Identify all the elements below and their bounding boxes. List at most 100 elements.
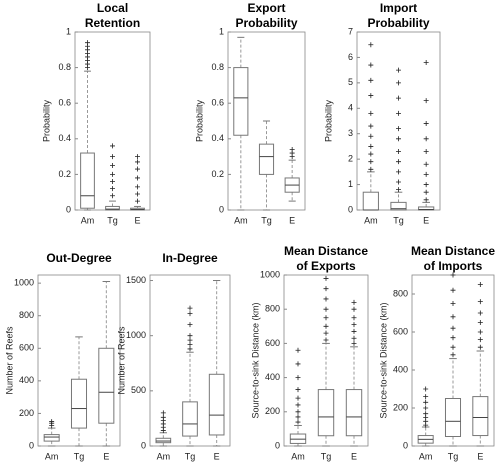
outlier xyxy=(135,159,140,165)
outlier xyxy=(450,272,456,278)
outlier xyxy=(295,419,301,425)
outlier xyxy=(351,328,357,334)
box xyxy=(233,67,249,136)
outlier xyxy=(423,98,429,104)
outlier xyxy=(295,414,301,420)
outlier xyxy=(187,311,193,317)
outlier xyxy=(423,399,429,405)
y-tick-label: 400 xyxy=(265,372,280,382)
box xyxy=(390,201,407,211)
outlier xyxy=(368,133,374,139)
outlier xyxy=(368,110,374,116)
box xyxy=(98,347,115,424)
outlier xyxy=(368,123,374,129)
outlier xyxy=(368,159,374,165)
x-tick-label: E xyxy=(134,215,140,225)
y-tick-label: 1 xyxy=(66,26,71,36)
outlier xyxy=(351,315,357,321)
outlier xyxy=(423,394,429,400)
y-tick-label: 0.4 xyxy=(211,133,224,143)
outlier xyxy=(368,143,374,149)
y-tick-label: 0 xyxy=(141,440,146,450)
outlier xyxy=(368,42,374,48)
outlier xyxy=(110,143,115,149)
outlier xyxy=(396,159,401,165)
chart-title: of Imports xyxy=(424,259,483,273)
outlier xyxy=(187,333,193,339)
box xyxy=(444,398,462,437)
x-tick-label: Am xyxy=(157,451,171,461)
outlier xyxy=(110,163,115,168)
outlier xyxy=(450,287,456,293)
chart-title: Local xyxy=(97,1,128,15)
outlier xyxy=(351,322,357,328)
y-tick-label: 2 xyxy=(348,154,353,164)
outlier xyxy=(323,286,329,292)
outlier xyxy=(323,296,329,302)
outlier xyxy=(135,184,140,190)
box xyxy=(472,396,489,437)
outlier xyxy=(477,310,483,316)
y-axis-label: Probability xyxy=(323,99,333,142)
x-tick-label: E xyxy=(423,215,429,225)
y-tick-label: 600 xyxy=(393,326,408,336)
x-tick-label: Am xyxy=(81,215,95,225)
x-tick-label: Am xyxy=(419,451,433,461)
box xyxy=(345,389,363,437)
outlier xyxy=(85,40,90,46)
x-tick-label: Tg xyxy=(185,451,196,461)
outlier xyxy=(396,110,401,116)
y-tick-label: 4 xyxy=(348,103,353,113)
outlier xyxy=(368,62,374,68)
box xyxy=(362,191,379,211)
outlier xyxy=(351,299,357,305)
box xyxy=(70,378,88,429)
outlier xyxy=(323,330,329,336)
y-tick-label: 0.4 xyxy=(58,133,71,143)
outlier xyxy=(323,275,329,281)
y-tick-label: 800 xyxy=(393,288,408,298)
outlier xyxy=(160,414,166,420)
outlier xyxy=(187,342,193,348)
outlier xyxy=(423,60,429,66)
y-axis-label: Number of Reefs xyxy=(116,326,126,395)
y-tick-label: 400 xyxy=(393,364,408,374)
box xyxy=(43,434,60,442)
outlier xyxy=(477,282,483,287)
outlier xyxy=(135,191,140,197)
y-axis-label: Source-to-sink Distance (km) xyxy=(250,302,260,418)
y-tick-label: 1 xyxy=(348,179,353,189)
outlier xyxy=(323,306,329,312)
chart-title: Out-Degree xyxy=(46,251,112,265)
outlier xyxy=(351,335,357,341)
chart-title: Probability xyxy=(367,16,429,30)
x-tick-label: E xyxy=(214,451,220,461)
outlier xyxy=(450,352,456,358)
y-tick-label: 800 xyxy=(19,310,34,320)
y-tick-label: 0 xyxy=(275,440,280,450)
x-tick-label: Tg xyxy=(74,451,85,461)
outlier xyxy=(396,80,401,86)
outlier xyxy=(396,179,401,185)
y-tick-label: 1000 xyxy=(14,278,34,288)
outlier xyxy=(423,121,429,127)
outlier xyxy=(396,136,401,142)
box xyxy=(317,389,335,437)
y-tick-label: 200 xyxy=(265,406,280,416)
y-tick-label: 0.2 xyxy=(58,169,71,179)
outlier xyxy=(423,171,429,177)
y-tick-label: 0.6 xyxy=(58,98,71,108)
outlier xyxy=(323,315,329,321)
outlier xyxy=(477,320,483,325)
y-tick-label: 1 xyxy=(219,26,224,36)
y-axis-label: Probability xyxy=(194,99,204,142)
outlier xyxy=(423,182,429,188)
y-tick-label: 500 xyxy=(131,385,146,395)
outlier xyxy=(295,347,301,353)
outlier xyxy=(396,95,401,101)
y-tick-label: 6 xyxy=(348,52,353,62)
outlier xyxy=(187,305,193,311)
chart-title: Retention xyxy=(85,16,140,30)
outlier xyxy=(423,405,429,411)
